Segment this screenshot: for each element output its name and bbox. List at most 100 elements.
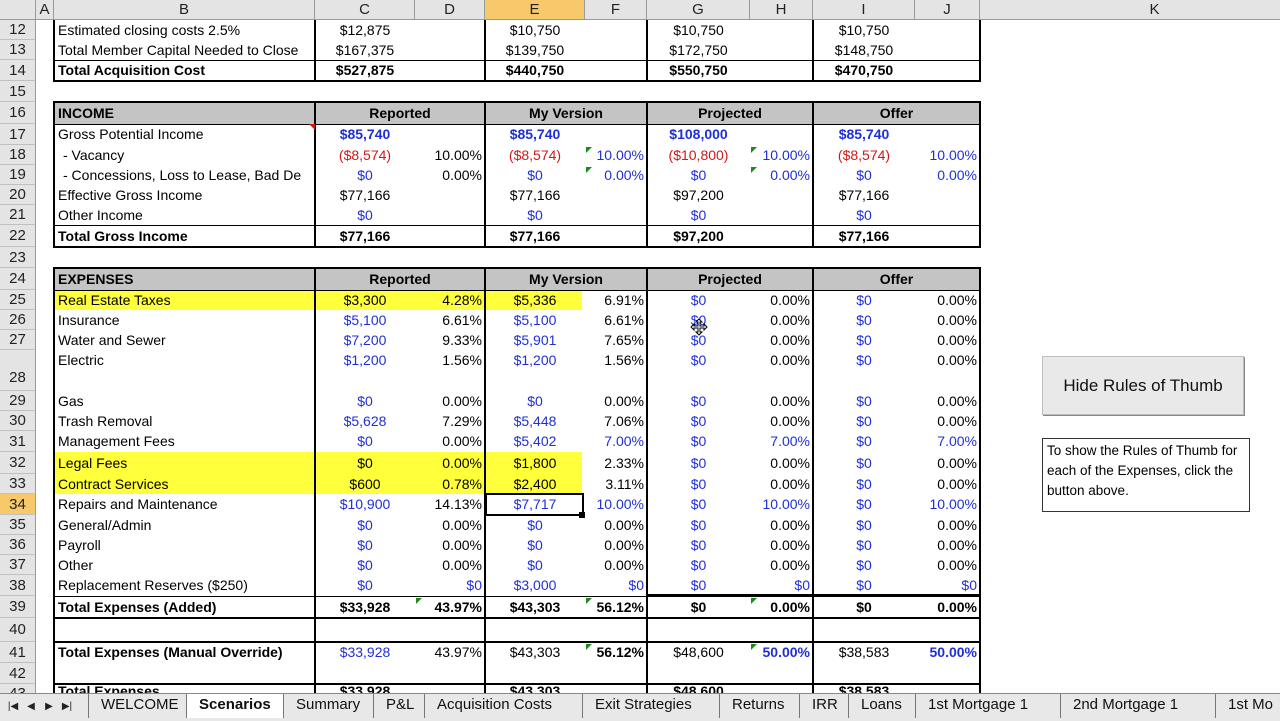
- cell-j-39[interactable]: 0.00%: [937, 599, 977, 615]
- cell-c-21[interactable]: $0: [357, 207, 373, 223]
- cell-c-24[interactable]: Reported: [369, 271, 431, 287]
- sheet-tab[interactable]: 1st Mo: [1215, 694, 1280, 718]
- column-header-h[interactable]: H: [750, 0, 813, 20]
- cell-g-20[interactable]: $97,200: [673, 187, 724, 203]
- row-label[interactable]: Total Expenses: [58, 684, 160, 693]
- cell-j-30[interactable]: 0.00%: [937, 413, 977, 429]
- cell-i-12[interactable]: $10,750: [838, 22, 890, 38]
- cell-c-22[interactable]: $77,166: [339, 228, 391, 244]
- row-header[interactable]: 21: [0, 205, 36, 225]
- row-header[interactable]: 22: [0, 225, 36, 247]
- cell-j-36[interactable]: 0.00%: [937, 537, 977, 553]
- column-header-d[interactable]: D: [415, 0, 485, 20]
- cell-c-17[interactable]: $85,740: [339, 126, 391, 142]
- cell-i-28[interactable]: $0: [856, 352, 872, 368]
- cell-f-41[interactable]: 56.12%: [596, 644, 644, 660]
- sheet-tab[interactable]: Summary: [283, 694, 373, 718]
- cell-e-12[interactable]: $10,750: [509, 22, 561, 38]
- cell-j-32[interactable]: 0.00%: [937, 455, 977, 471]
- cell-c-16[interactable]: Reported: [369, 105, 431, 121]
- row-label[interactable]: Electric: [58, 352, 104, 368]
- cell-c-25[interactable]: $3,300: [343, 292, 387, 308]
- cell-e-43[interactable]: $43,303: [509, 684, 561, 693]
- cell-i-30[interactable]: $0: [856, 413, 872, 429]
- cell-c-31[interactable]: $0: [357, 433, 373, 449]
- cell-d-37[interactable]: 0.00%: [442, 557, 482, 573]
- row-label[interactable]: Total Acquisition Cost: [58, 62, 205, 78]
- tab-nav-next-icon[interactable]: ▶: [45, 701, 53, 712]
- sheet-tab[interactable]: Returns: [719, 694, 797, 718]
- sheet-tab[interactable]: IRR: [799, 694, 850, 718]
- row-header[interactable]: 27: [0, 330, 36, 350]
- cell-h-19[interactable]: 0.00%: [770, 167, 810, 183]
- cell-h-39[interactable]: 0.00%: [770, 599, 810, 615]
- row-header[interactable]: 18: [0, 145, 36, 165]
- cell-e-33[interactable]: $2,400: [513, 476, 557, 492]
- row-label[interactable]: Total Member Capital Needed to Close: [58, 42, 299, 58]
- cell-h-28[interactable]: 0.00%: [770, 352, 810, 368]
- cell-i-43[interactable]: $38,583: [838, 684, 890, 693]
- cell-f-19[interactable]: 0.00%: [604, 167, 644, 183]
- cell-g-21[interactable]: $0: [690, 207, 707, 223]
- row-header[interactable]: 35: [0, 515, 36, 535]
- cell-g-16[interactable]: Projected: [698, 105, 762, 121]
- row-label[interactable]: Gross Potential Income: [58, 126, 204, 142]
- cell-c-19[interactable]: $0: [357, 167, 373, 183]
- cell-i-37[interactable]: $0: [856, 557, 872, 573]
- cell-h-26[interactable]: 0.00%: [770, 312, 810, 328]
- row-label[interactable]: Total Expenses (Manual Override): [58, 644, 283, 660]
- cell-g-30[interactable]: $0: [690, 413, 707, 429]
- row-header[interactable]: 31: [0, 431, 36, 452]
- cell-g-27[interactable]: $0: [690, 332, 707, 348]
- tab-nav-prev-icon[interactable]: ◀: [27, 701, 35, 712]
- cell-j-34[interactable]: 10.00%: [929, 496, 977, 512]
- row-label[interactable]: EXPENSES: [58, 271, 134, 287]
- sheet-tab[interactable]: P&L: [373, 694, 427, 718]
- column-header-c[interactable]: C: [315, 0, 415, 20]
- cell-i-31[interactable]: $0: [856, 433, 872, 449]
- cell-f-31[interactable]: 7.00%: [604, 433, 644, 449]
- cell-e-31[interactable]: $5,402: [513, 433, 557, 449]
- row-label[interactable]: Trash Removal: [58, 413, 153, 429]
- row-header[interactable]: 28: [0, 350, 36, 391]
- cell-d-34[interactable]: 14.13%: [434, 496, 482, 512]
- cell-i-24[interactable]: Offer: [879, 271, 914, 287]
- cell-i-34[interactable]: $0: [856, 496, 872, 512]
- cell-h-38[interactable]: $0: [794, 577, 810, 593]
- cell-f-29[interactable]: 0.00%: [604, 393, 644, 409]
- cell-g-33[interactable]: $0: [690, 476, 707, 492]
- cell-d-32[interactable]: 0.00%: [442, 455, 482, 471]
- tab-nav-last-icon[interactable]: ▶|: [61, 701, 73, 712]
- row-label[interactable]: Payroll: [58, 537, 101, 553]
- cell-g-39[interactable]: $0: [690, 599, 707, 615]
- cell-g-25[interactable]: $0: [690, 292, 707, 308]
- row-label[interactable]: INCOME: [58, 105, 114, 121]
- cell-j-26[interactable]: 0.00%: [937, 312, 977, 328]
- row-label[interactable]: Contract Services: [58, 476, 169, 492]
- cell-j-33[interactable]: 0.00%: [937, 476, 977, 492]
- cell-d-39[interactable]: 43.97%: [434, 599, 482, 615]
- cell-e-25[interactable]: $5,336: [513, 292, 557, 308]
- row-header[interactable]: 19: [0, 165, 36, 185]
- cell-f-30[interactable]: 7.06%: [604, 413, 644, 429]
- cell-c-26[interactable]: $5,100: [343, 312, 387, 328]
- cell-e-29[interactable]: $0: [527, 393, 543, 409]
- cell-d-36[interactable]: 0.00%: [442, 537, 482, 553]
- cell-j-37[interactable]: 0.00%: [937, 557, 977, 573]
- cell-g-22[interactable]: $97,200: [673, 228, 724, 244]
- cell-g-35[interactable]: $0: [690, 517, 707, 533]
- row-header[interactable]: 30: [0, 411, 36, 431]
- row-label[interactable]: Gas: [58, 393, 84, 409]
- cell-h-41[interactable]: 50.00%: [762, 644, 810, 660]
- row-label[interactable]: - Concessions, Loss to Lease, Bad De: [63, 167, 302, 183]
- cell-e-39[interactable]: $43,303: [509, 599, 561, 615]
- row-header[interactable]: 38: [0, 575, 36, 596]
- cell-f-32[interactable]: 2.33%: [604, 455, 644, 471]
- row-header[interactable]: 33: [0, 474, 36, 494]
- cell-i-16[interactable]: Offer: [879, 105, 914, 121]
- row-header[interactable]: 23: [0, 247, 36, 268]
- cell-i-36[interactable]: $0: [856, 537, 872, 553]
- cell-f-38[interactable]: $0: [628, 577, 644, 593]
- row-label[interactable]: Total Expenses (Added): [58, 599, 217, 615]
- cell-e-13[interactable]: $139,750: [505, 42, 565, 58]
